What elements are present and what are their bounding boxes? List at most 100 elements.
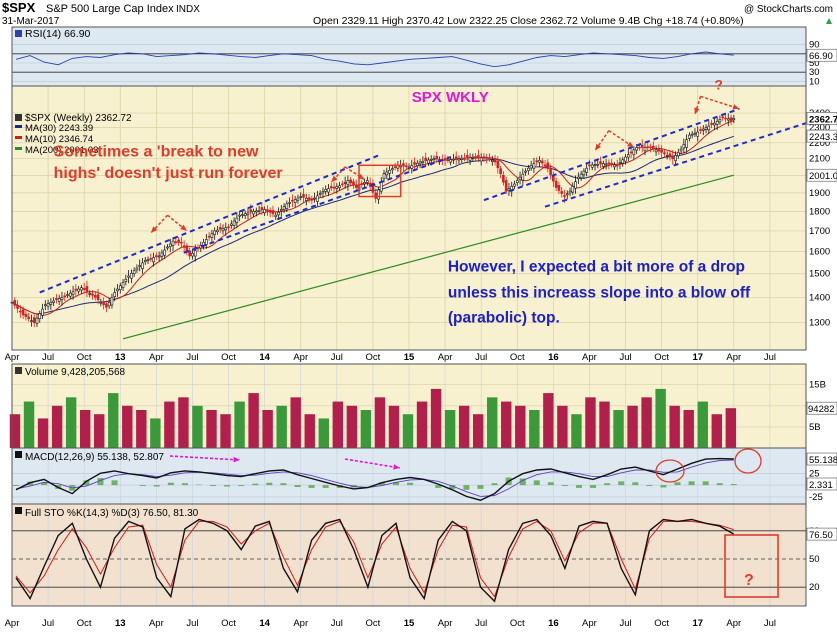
candle-body xyxy=(446,159,450,161)
candle-body xyxy=(332,186,336,189)
price-tick-label: 1500 xyxy=(809,269,830,280)
macd-histogram-bar xyxy=(660,485,667,488)
candle-body xyxy=(688,134,691,139)
volume-bar xyxy=(318,418,329,448)
candle-body xyxy=(243,213,247,216)
candle-body xyxy=(324,189,328,192)
volume-bar xyxy=(725,408,737,448)
trend-channel-line xyxy=(544,122,807,208)
candle-body xyxy=(138,265,142,267)
candle-body xyxy=(121,282,125,288)
candle-body xyxy=(155,255,158,258)
watermark: @ StockCharts.com xyxy=(744,4,833,15)
rsi-tick-label: 10 xyxy=(809,76,820,87)
x-tick-label: 16 xyxy=(548,352,559,363)
candle-body xyxy=(60,297,64,300)
sto-tick-label: 20 xyxy=(809,582,820,593)
candle-body xyxy=(715,120,719,125)
candle-body xyxy=(452,158,455,161)
candle-body xyxy=(313,197,316,200)
candle-body xyxy=(499,168,502,174)
candle-body xyxy=(443,158,447,161)
volume-bar xyxy=(206,410,217,448)
volume-bar xyxy=(571,414,582,448)
sto-legend: Full STO %K(14,3) %D(3) 76.50, 81.30 xyxy=(15,507,199,519)
candle-body xyxy=(468,157,472,161)
candle-body xyxy=(149,258,153,260)
candle-body xyxy=(360,183,364,185)
x-tick-label-bottom: 17 xyxy=(692,618,703,629)
volume-bar xyxy=(711,414,722,448)
x-tick-label: Oct xyxy=(77,352,92,363)
volume-bar xyxy=(374,397,386,448)
macd-histogram-bar xyxy=(561,485,568,487)
candle-body xyxy=(71,291,75,295)
volume-bar xyxy=(192,405,203,448)
candle-body xyxy=(24,313,28,318)
candle-body xyxy=(610,162,613,165)
macd-annotation-arrow xyxy=(169,455,241,461)
candle-body xyxy=(493,158,497,163)
candle-body xyxy=(299,196,303,198)
macd-histogram-bar xyxy=(519,478,526,486)
volume-bar xyxy=(262,410,273,448)
candle-body xyxy=(635,147,638,151)
volume-bar xyxy=(599,401,610,448)
annotation-arrowhead xyxy=(331,175,338,183)
candle-body xyxy=(282,206,286,210)
x-tick-label-bottom: 15 xyxy=(404,618,415,629)
sto-layer xyxy=(12,518,806,603)
x-tick-label: Apr xyxy=(582,352,597,363)
price-value-tag xyxy=(806,168,837,182)
candle-body xyxy=(690,133,694,136)
candle-body xyxy=(479,157,483,162)
volume-bar xyxy=(683,410,694,448)
x-tick-label: 15 xyxy=(404,352,415,363)
candle-body xyxy=(699,129,702,131)
candle-body xyxy=(638,146,641,149)
candle-body xyxy=(552,175,555,182)
candle-body xyxy=(574,181,577,189)
candle-body xyxy=(546,162,550,169)
candle-body xyxy=(640,144,644,148)
candle-body xyxy=(502,175,505,183)
candle-body xyxy=(174,241,178,244)
candle-body xyxy=(205,239,208,245)
candle-body xyxy=(257,210,261,212)
rsi-tick-label: 50 xyxy=(809,58,820,69)
candle-body xyxy=(732,118,736,121)
candle-body xyxy=(560,191,563,194)
macd-histogram-bar xyxy=(378,482,385,486)
macd-histogram-bar xyxy=(547,482,554,486)
svg-text:Full STO %K(14,3) %D(3) 76.50,: Full STO %K(14,3) %D(3) 76.50, 81.30 xyxy=(25,508,199,519)
candle-body xyxy=(171,240,175,246)
rsi-panel xyxy=(12,27,806,86)
x-tick-label: Jul xyxy=(619,352,631,363)
candle-body xyxy=(216,229,219,232)
rsi-layer xyxy=(12,51,806,73)
candle-body xyxy=(32,317,36,323)
candle-body xyxy=(624,156,627,162)
rsi-value-text: 66.90 xyxy=(809,51,833,62)
candle-body xyxy=(127,275,130,278)
macd-histogram-bar xyxy=(252,483,259,486)
candle-body xyxy=(718,118,722,123)
candle-body xyxy=(52,300,55,303)
candle-body xyxy=(80,287,83,291)
volume-bar xyxy=(458,405,470,448)
candle-body xyxy=(460,157,464,160)
macd-histogram-bar xyxy=(730,483,737,486)
price-value-tag-text: 2001.0 xyxy=(809,171,837,182)
price-tick-label: 1400 xyxy=(809,292,830,303)
volume-bar xyxy=(515,405,526,448)
annotation-layer: SPX WKLY Sometimes a 'break to new highs' … xyxy=(54,77,779,598)
candle-body xyxy=(652,145,655,149)
candle-body xyxy=(613,164,616,168)
x-tick-label-bottom: Apr xyxy=(582,618,597,629)
candle-body xyxy=(532,163,536,169)
candle-body xyxy=(49,301,53,305)
annotation-arrow xyxy=(700,95,740,110)
candle-body xyxy=(296,197,300,201)
